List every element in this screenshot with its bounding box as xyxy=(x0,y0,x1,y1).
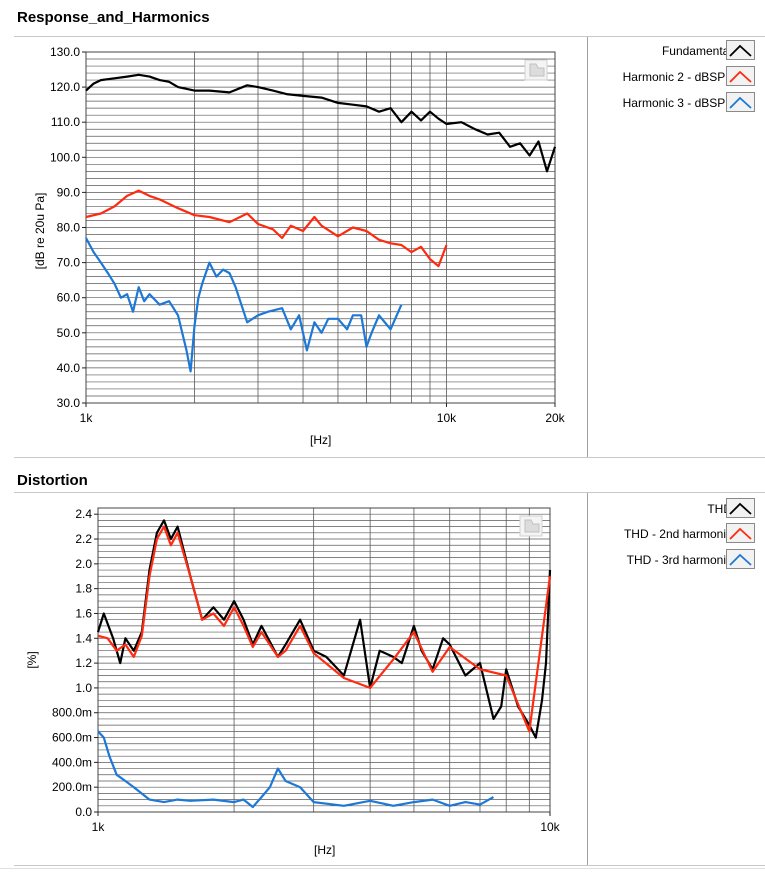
distortion-scale-icon-glyph xyxy=(524,519,540,533)
legend-label-harmonic-3: Harmonic 3 - dBSPL xyxy=(622,96,732,110)
distortion-y-tick-label: 200.0m xyxy=(52,780,92,794)
response-x-axis-label: [Hz] xyxy=(310,433,332,447)
response-y-tick-label: 90.0 xyxy=(57,185,81,199)
distortion-plot-area xyxy=(98,508,550,812)
distortion-y-tick-label: 0.0 xyxy=(75,805,92,819)
legend-swatch-thd-3rd[interactable] xyxy=(726,549,755,569)
distortion-y-tick-label: 1.0 xyxy=(75,681,92,695)
legend-swatch-harmonic-2[interactable] xyxy=(726,66,755,86)
distortion-y-tick-label: 1.6 xyxy=(75,606,92,620)
distortion-x-tick-label: 1k xyxy=(92,820,106,834)
distortion-y-tick-label: 400.0m xyxy=(52,755,92,769)
response-y-tick-label: 40.0 xyxy=(57,361,81,375)
legend-item-harmonic-3[interactable]: Harmonic 3 - dBSPL xyxy=(623,92,732,114)
distortion-y-tick-label: 2.2 xyxy=(75,532,92,546)
distortion-x-axis-label: [Hz] xyxy=(314,843,336,857)
response-y-axis-label: [dB re 20u Pa] xyxy=(33,192,47,270)
distortion-y-tick-label: 1.4 xyxy=(75,631,92,645)
legend-item-thd-2nd[interactable]: THD - 2nd harmonic xyxy=(624,523,732,545)
distortion-plot-frame xyxy=(97,507,551,813)
distortion-series-thd-2nd-harmonic xyxy=(97,525,552,733)
response-series-harmonic-2-dbspl xyxy=(85,189,448,268)
legend-item-harmonic-2[interactable]: Harmonic 2 - dBSPL xyxy=(623,66,732,88)
legend-label-thd-2nd: THD - 2nd harmonic xyxy=(623,527,732,541)
legend-swatch-thd[interactable] xyxy=(726,498,755,518)
response-chart-svg: 30.0 40.0 50.0 60.0 70.0 80.0 90.0 100.0 110.0 12… xyxy=(50,45,566,425)
distortion-chart-panel: 0.0 200.0m 400.0m 600.0m 800.0m 1.0 1.2 1.4 1.6 1… xyxy=(14,492,765,866)
legend-label-thd: THD xyxy=(707,502,732,516)
distortion-y-axis-label: [%] xyxy=(25,651,39,669)
legend-item-fundamental[interactable]: Fundamental xyxy=(662,40,732,62)
legend-item-thd[interactable]: THD xyxy=(707,498,732,520)
response-y-tick-label: 130.0 xyxy=(50,45,80,59)
legend-item-thd-3rd[interactable]: THD - 3rd harmonic xyxy=(627,549,732,571)
response-y-tick-label: 30.0 xyxy=(57,396,81,410)
response-y-tick-label: 120.0 xyxy=(50,80,80,94)
legend-swatch-thd-2nd[interactable] xyxy=(726,523,755,543)
response-series-fundamental xyxy=(85,73,557,173)
distortion-y-tick-label: 1.8 xyxy=(75,582,92,596)
response-x-tick-label: 1k xyxy=(80,411,94,425)
distortion-y-tick-label: 1.2 xyxy=(75,656,92,670)
response-chart-panel: 30.0 40.0 50.0 60.0 70.0 80.0 90.0 100.0 110.0 12… xyxy=(14,36,765,458)
response-y-tick-label: 110.0 xyxy=(51,115,80,129)
response-y-tick-label: 70.0 xyxy=(57,256,81,270)
response-y-tick-label: 50.0 xyxy=(57,326,81,340)
distortion-series-thd xyxy=(96,519,552,739)
distortion-chart-svg: 0.0 200.0m 400.0m 600.0m 800.0m 1.0 1.2 1.4 1.6 1… xyxy=(52,507,561,834)
distortion-chart-title: Distortion xyxy=(17,472,88,489)
legend-label-fundamental: Fundamental xyxy=(661,44,732,58)
bottom-divider xyxy=(0,868,765,869)
distortion-y-tick-label: 2.0 xyxy=(75,557,92,571)
response-scale-icon-glyph xyxy=(529,63,545,77)
response-x-tick-label: 20k xyxy=(545,411,565,425)
response-y-tick-label: 60.0 xyxy=(57,291,81,305)
response-legend: Fundamental Harmonic 2 - dBSPL Harmonic … xyxy=(587,37,765,457)
distortion-y-tick-label: 2.4 xyxy=(75,507,92,521)
response-chart-title: Response_and_Harmonics xyxy=(17,9,210,26)
response-series-harmonic-3-dbspl xyxy=(85,237,403,373)
response-y-tick-label: 80.0 xyxy=(57,221,81,235)
legend-swatch-fundamental[interactable] xyxy=(726,40,755,60)
distortion-y-tick-label: 600.0m xyxy=(52,731,92,745)
legend-swatch-harmonic-3[interactable] xyxy=(726,92,755,112)
legend-label-harmonic-2: Harmonic 2 - dBSPL xyxy=(622,70,732,84)
legend-label-thd-3rd: THD - 3rd harmonic xyxy=(626,553,732,567)
response-x-tick-label: 10k xyxy=(437,411,457,425)
distortion-y-tick-label: 800.0m xyxy=(52,706,92,720)
distortion-series-thd-3rd-harmonic xyxy=(97,730,495,809)
distortion-x-tick-label: 10k xyxy=(540,820,560,834)
distortion-legend: THD THD - 2nd harmonic THD - 3rd harmoni… xyxy=(587,493,765,865)
response-y-tick-label: 100.0 xyxy=(50,150,80,164)
